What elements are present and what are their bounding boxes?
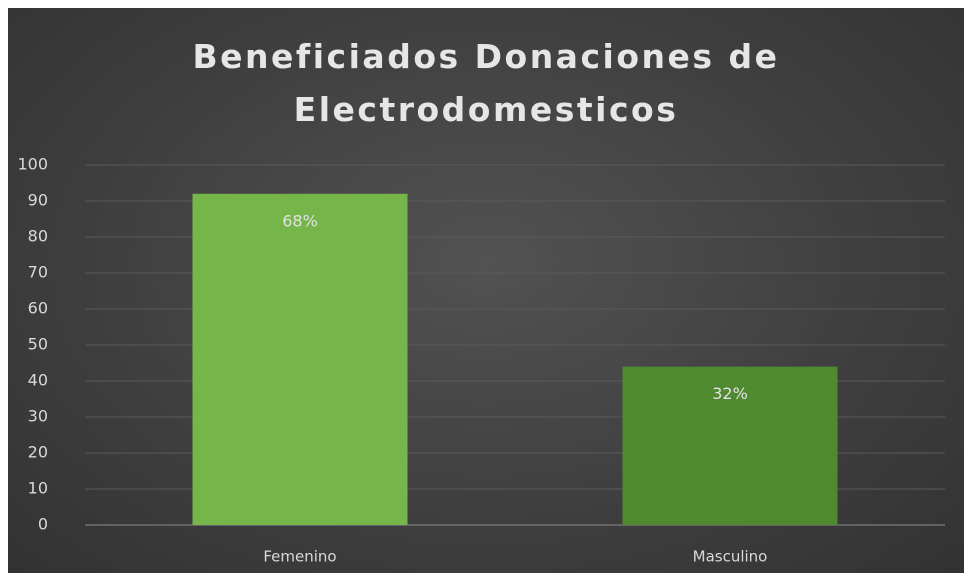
data-label: 32% bbox=[712, 384, 748, 403]
y-tick-label: 100 bbox=[17, 155, 48, 174]
y-tick-label: 50 bbox=[28, 335, 48, 354]
y-tick-label: 80 bbox=[28, 227, 48, 246]
x-tick-label: Femenino bbox=[263, 548, 336, 566]
y-tick-label: 10 bbox=[28, 479, 48, 498]
y-tick-label: 60 bbox=[28, 299, 48, 318]
bar bbox=[192, 193, 408, 526]
data-label: 68% bbox=[282, 211, 318, 230]
y-tick-label: 70 bbox=[28, 263, 48, 282]
y-tick-label: 20 bbox=[28, 443, 48, 462]
bar bbox=[622, 366, 838, 525]
x-tick-label: Masculino bbox=[693, 548, 768, 566]
y-tick-label: 30 bbox=[28, 407, 48, 426]
y-tick-label: 0 bbox=[38, 515, 48, 534]
y-tick-label: 90 bbox=[28, 191, 48, 210]
y-tick-label: 40 bbox=[28, 371, 48, 390]
chart-title: Beneficiados Donaciones de Electrodomest… bbox=[192, 37, 780, 129]
